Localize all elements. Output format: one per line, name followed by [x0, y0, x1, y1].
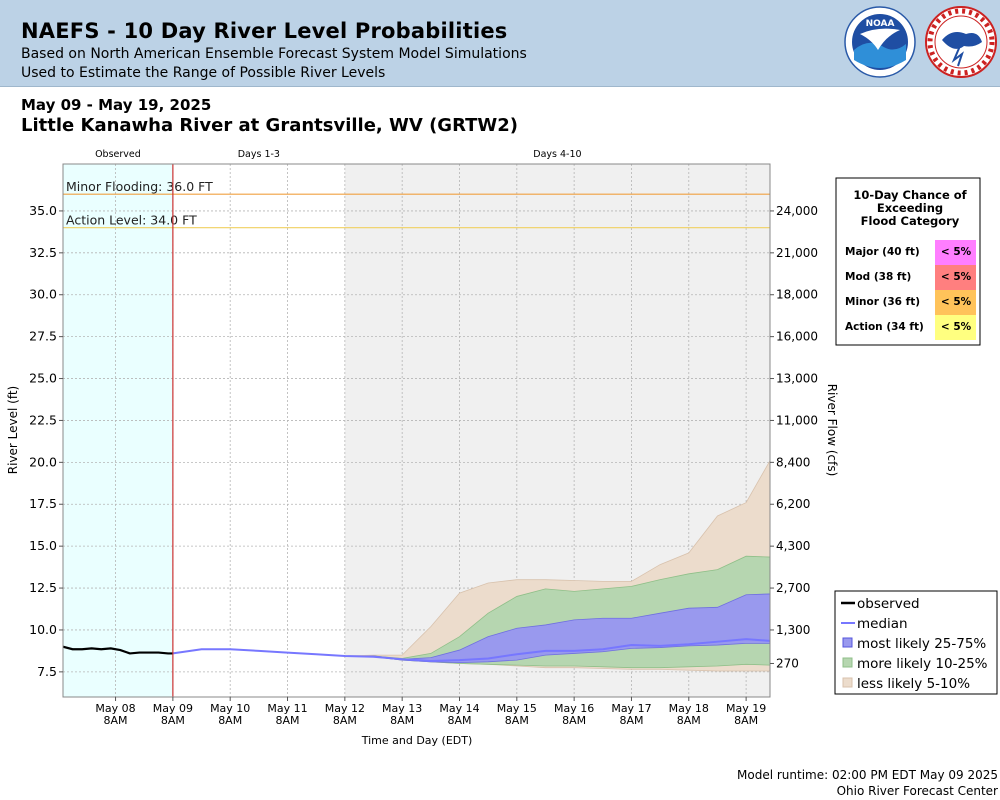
- x-tick-label-day: May 10: [210, 702, 250, 715]
- y-tick-label: 15.0: [29, 538, 57, 553]
- threshold-label: Action Level: 34.0 FT: [66, 213, 197, 228]
- y2-tick-label: 18,000: [776, 288, 818, 302]
- x-tick-label-time: 8AM: [161, 714, 185, 727]
- legend-observed-label: observed: [857, 596, 920, 612]
- x-tick-label-day: May 08: [95, 702, 135, 715]
- y-tick-label: 35.0: [29, 203, 57, 218]
- y-tick-label: 30.0: [29, 287, 57, 302]
- header-banner: NAEFS - 10 Day River Level Probabilities…: [0, 0, 1000, 87]
- x-tick-label-time: 8AM: [734, 714, 758, 727]
- y-tick-label: 32.5: [29, 245, 57, 260]
- y-axis-label: River Level (ft): [6, 386, 20, 474]
- period-label: Observed: [95, 149, 141, 160]
- date-range: May 09 - May 19, 2025: [21, 96, 212, 114]
- y2-tick-label: 4,300: [776, 539, 810, 553]
- y2-tick-label: 6,200: [776, 497, 810, 511]
- chance-row-value: < 5%: [941, 271, 972, 283]
- median-line: [172, 638, 770, 662]
- plot-frame: [62, 163, 771, 698]
- nws-logo: [925, 6, 997, 78]
- period-label: Days 4-10: [533, 149, 581, 160]
- page-title: NAEFS - 10 Day River Level Probabilities: [21, 19, 508, 43]
- y2-tick-label: 16,000: [776, 330, 818, 344]
- observed-line: [63, 645, 173, 655]
- x-tick-label-day: May 18: [669, 702, 709, 715]
- x-tick-label-time: 8AM: [677, 714, 701, 727]
- y-tick-label: 10.0: [29, 622, 57, 637]
- x-tick-label-day: May 17: [611, 702, 651, 715]
- agency-logos: NOAA: [844, 6, 997, 78]
- y-tick-label: 17.5: [29, 496, 57, 511]
- chance-table-title-2: Exceeding: [877, 201, 943, 215]
- observed-period-bg: [63, 164, 173, 697]
- y2-tick-label: 11,000: [776, 413, 818, 427]
- chance-row-swatch: [935, 265, 976, 290]
- legend-median-label: median: [857, 616, 908, 632]
- x-tick-label-day: May 09: [153, 702, 193, 715]
- chance-row-swatch: [935, 290, 976, 315]
- chance-row-label: Major (40 ft): [845, 246, 920, 258]
- chance-row-swatch: [935, 315, 976, 340]
- x-tick-label-time: 8AM: [333, 714, 357, 727]
- legend-frame: [834, 590, 998, 695]
- forecast-center: Ohio River Forecast Center: [836, 784, 998, 798]
- x-tick-label-time: 8AM: [562, 714, 586, 727]
- chance-row-swatch: [935, 240, 976, 265]
- chance-row-label: Minor (36 ft): [845, 296, 920, 308]
- y-tick-label: 27.5: [29, 329, 57, 344]
- y2-axis-label: River Flow (cfs): [825, 384, 839, 477]
- chance-row-label: Mod (38 ft): [845, 271, 911, 283]
- x-tick-label-day: May 16: [554, 702, 594, 715]
- legend-25-75-swatch: [842, 637, 853, 648]
- chance-table: 10-Day Chance of Exceeding Flood Categor…: [835, 177, 981, 346]
- y2-tick-label: 21,000: [776, 246, 818, 260]
- legend-5-10-label: less likely 5-10%: [857, 676, 970, 692]
- y2-tick-label: 8,400: [776, 455, 810, 469]
- x-tick-label-day: May 14: [439, 702, 479, 715]
- model-runtime: Model runtime: 02:00 PM EDT May 09 2025: [737, 768, 998, 782]
- x-tick-label-time: 8AM: [505, 714, 529, 727]
- x-tick-label-day: May 19: [726, 702, 766, 715]
- x-tick-label-time: 8AM: [447, 714, 471, 727]
- threshold-label: Minor Flooding: 36.0 FT: [66, 179, 213, 194]
- x-tick-label-time: 8AM: [276, 714, 300, 727]
- y2-tick-label: 2,700: [776, 581, 810, 595]
- legend: observed median most likely 25-75% more …: [834, 590, 998, 695]
- y-tick-label: 22.5: [29, 412, 57, 427]
- legend-10-25-swatch: [842, 657, 853, 668]
- y-tick-label: 12.5: [29, 580, 57, 595]
- x-tick-label-time: 8AM: [390, 714, 414, 727]
- x-tick-label-time: 8AM: [218, 714, 242, 727]
- page-subtitle-1: Based on North American Ensemble Forecas…: [21, 46, 527, 62]
- y-tick-label: 7.5: [37, 664, 57, 679]
- y-tick-label: 25.0: [29, 371, 57, 386]
- y2-tick-label: 270: [776, 656, 799, 670]
- x-tick-label-day: May 11: [267, 702, 307, 715]
- chance-row-value: < 5%: [941, 296, 972, 308]
- y-tick-label: 20.0: [29, 454, 57, 469]
- page-subtitle-2: Used to Estimate the Range of Possible R…: [21, 65, 386, 81]
- y2-tick-label: 13,000: [776, 372, 818, 386]
- period-label: Days 1-3: [238, 149, 280, 160]
- y2-tick-label: 1,300: [776, 623, 810, 637]
- chance-row-label: Action (34 ft): [845, 321, 924, 333]
- svg-text:NOAA: NOAA: [866, 19, 895, 29]
- x-axis-label: Time and Day (EDT): [361, 734, 473, 747]
- legend-5-10-swatch: [842, 677, 853, 688]
- station-name: Little Kanawha River at Grantsville, WV …: [21, 115, 519, 136]
- x-tick-label-time: 8AM: [104, 714, 128, 727]
- x-tick-label-day: May 13: [382, 702, 422, 715]
- legend-10-25-label: more likely 10-25%: [857, 656, 988, 672]
- legend-25-75-label: most likely 25-75%: [857, 636, 986, 652]
- chance-row-value: < 5%: [941, 321, 972, 333]
- chance-row-value: < 5%: [941, 246, 972, 258]
- x-tick-label-time: 8AM: [619, 714, 643, 727]
- x-tick-label-day: May 12: [325, 702, 365, 715]
- chance-table-title-3: Flood Category: [861, 214, 960, 228]
- y2-tick-label: 24,000: [776, 204, 818, 218]
- noaa-logo: NOAA: [844, 6, 916, 78]
- x-tick-label-day: May 15: [497, 702, 537, 715]
- chance-table-title-1: 10-Day Chance of: [853, 188, 967, 202]
